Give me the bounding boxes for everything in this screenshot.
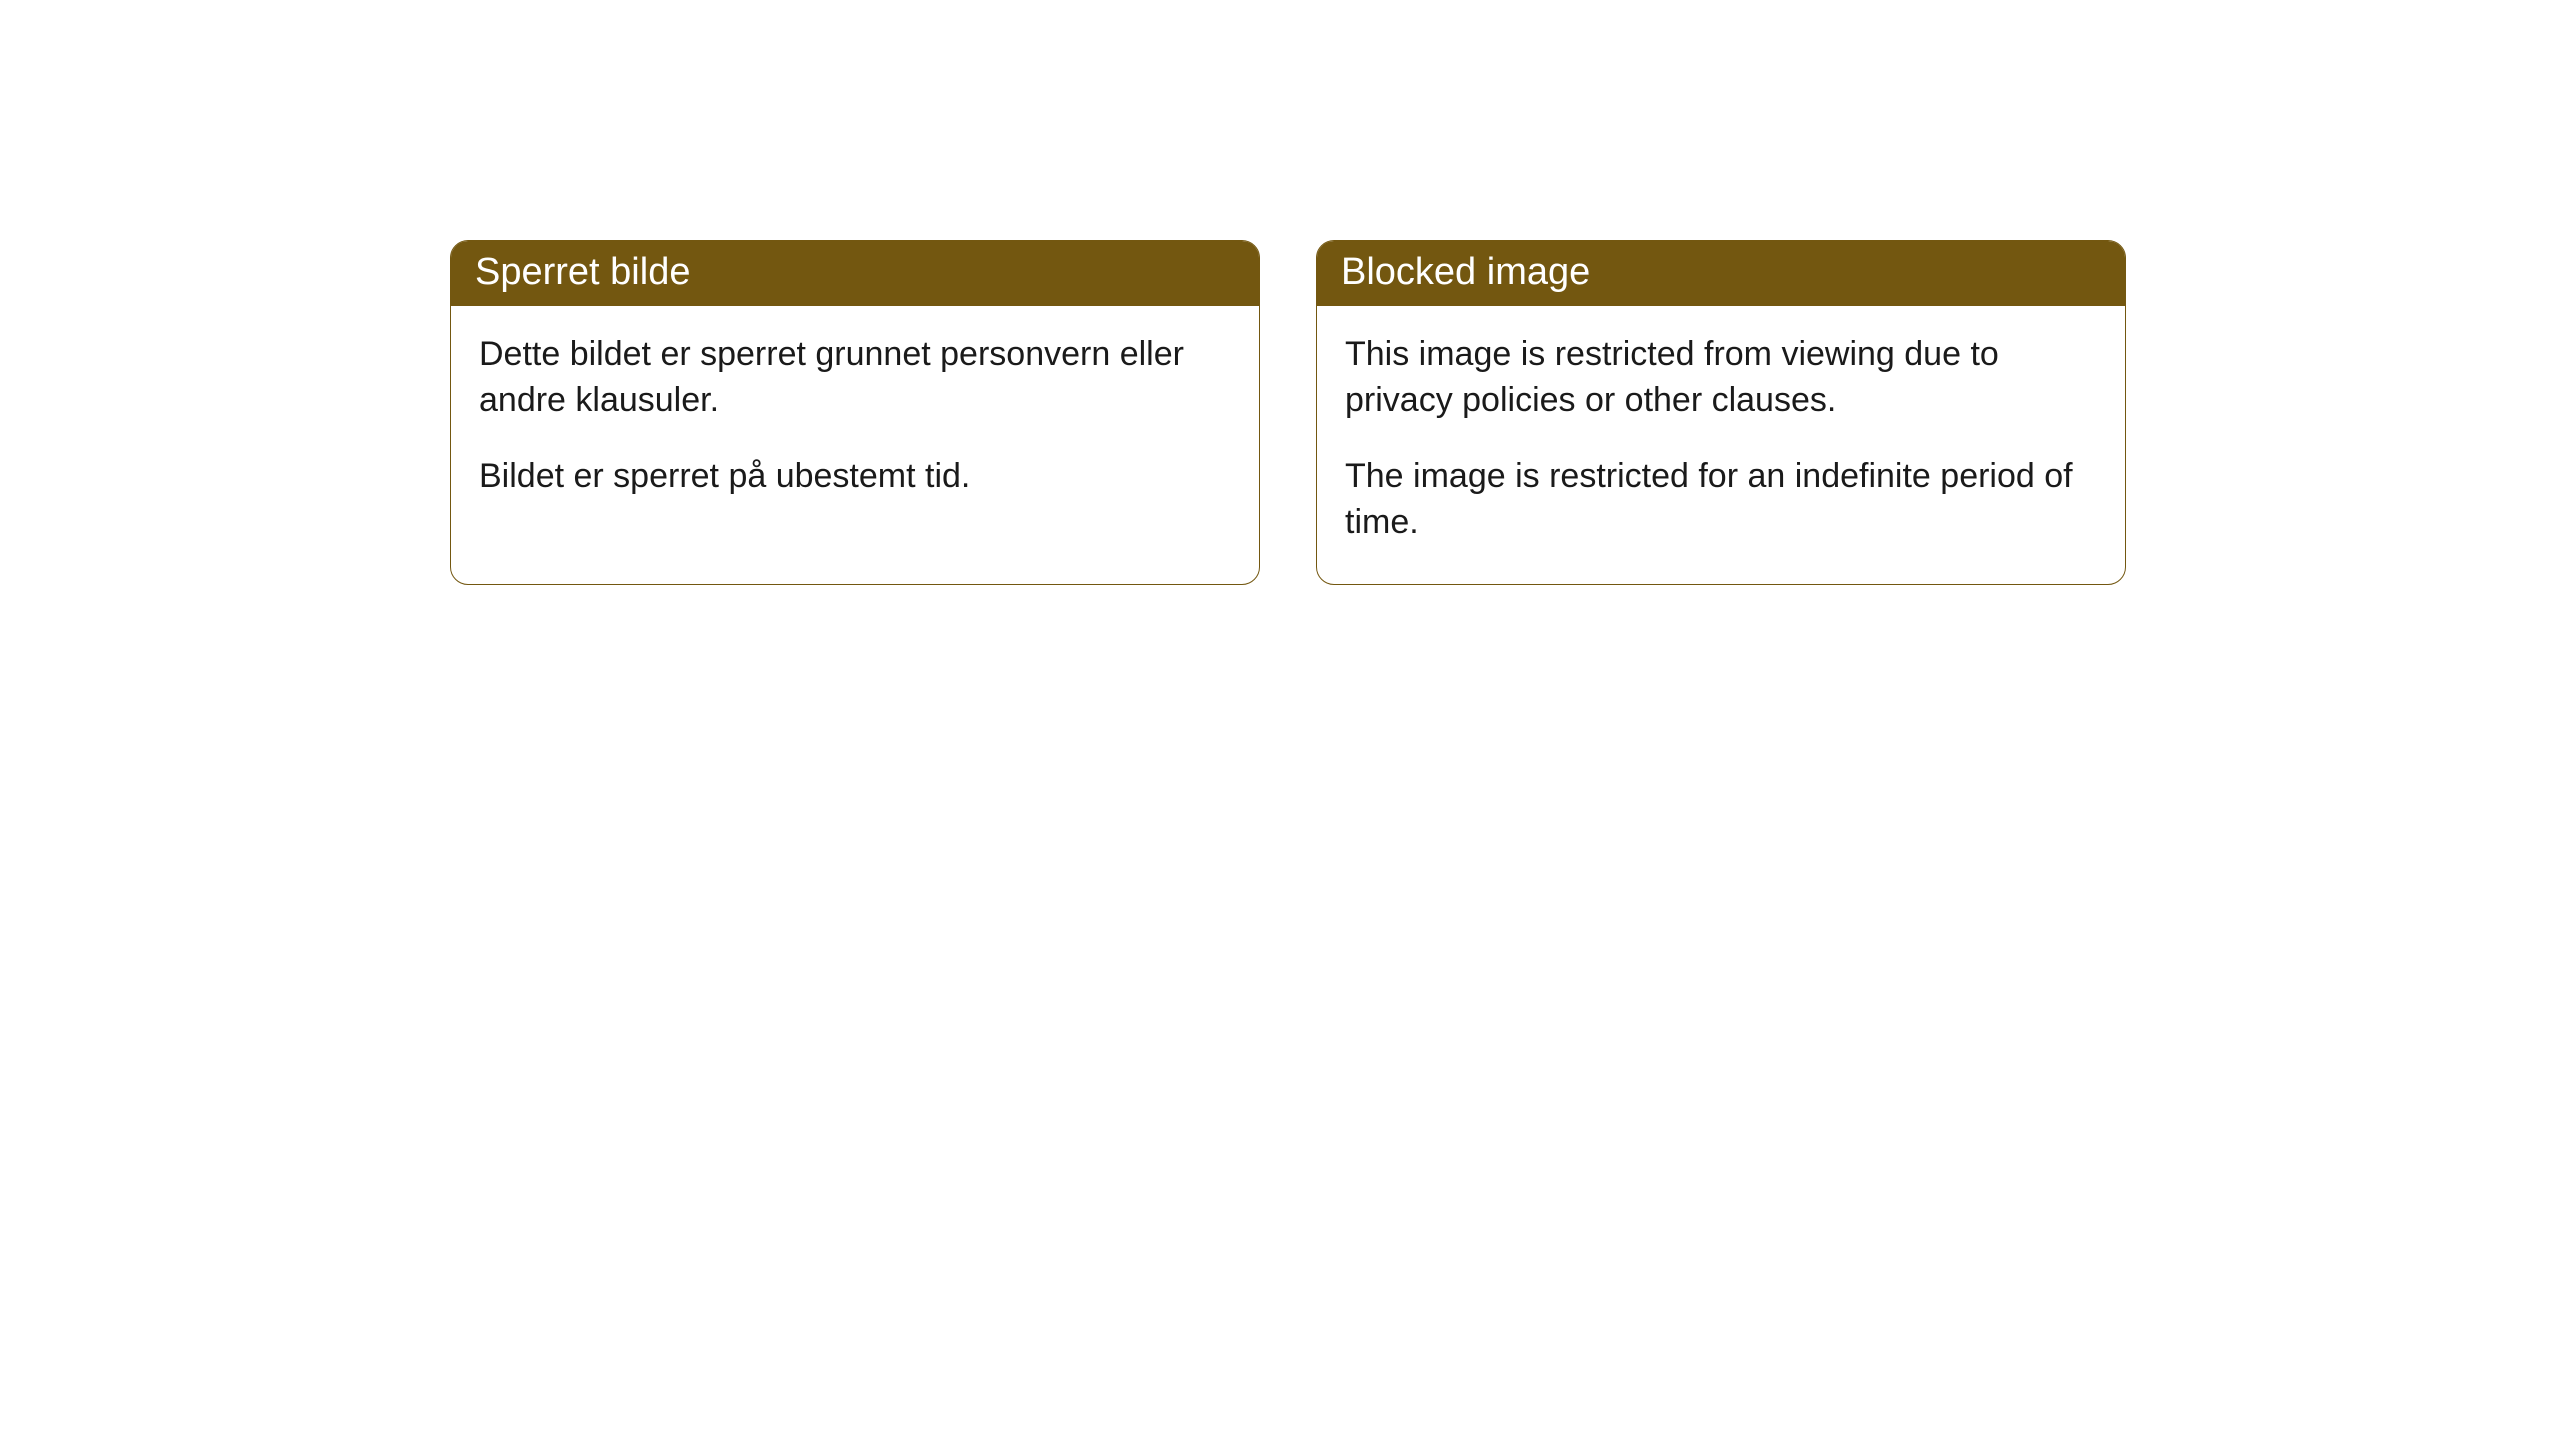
card-paragraph: Bildet er sperret på ubestemt tid. (479, 454, 1231, 500)
card-paragraph: Dette bildet er sperret grunnet personve… (479, 332, 1231, 424)
card-body: Dette bildet er sperret grunnet personve… (451, 306, 1259, 538)
card-body: This image is restricted from viewing du… (1317, 306, 2125, 584)
card-title: Sperret bilde (475, 251, 690, 293)
notice-cards-container: Sperret bilde Dette bildet er sperret gr… (450, 240, 2126, 585)
card-title: Blocked image (1341, 251, 1590, 293)
card-header: Blocked image (1317, 241, 2125, 306)
card-header: Sperret bilde (451, 241, 1259, 306)
card-paragraph: This image is restricted from viewing du… (1345, 332, 2097, 424)
card-paragraph: The image is restricted for an indefinit… (1345, 454, 2097, 546)
blocked-image-card-norwegian: Sperret bilde Dette bildet er sperret gr… (450, 240, 1260, 585)
blocked-image-card-english: Blocked image This image is restricted f… (1316, 240, 2126, 585)
